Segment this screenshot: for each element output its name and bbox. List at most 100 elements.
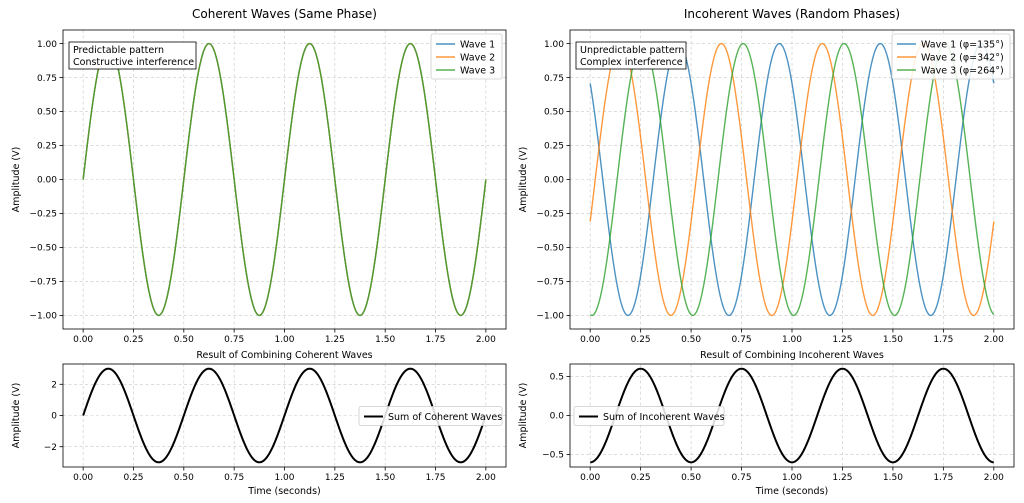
x-tick-label: 0.00 bbox=[73, 473, 93, 483]
x-tick-label: 0.75 bbox=[224, 473, 244, 483]
x-tick-label: 0.75 bbox=[732, 335, 752, 345]
x-tick-label: 1.50 bbox=[375, 335, 395, 345]
x-tick-label: 1.75 bbox=[425, 473, 445, 483]
series-line bbox=[82, 367, 487, 464]
y-tick-label: 0.00 bbox=[544, 176, 564, 186]
series-line bbox=[589, 42, 995, 317]
x-tick-label: 2.00 bbox=[476, 335, 496, 345]
chart-incoherent-sum: Result of Combining Incoherent Waves0.00… bbox=[518, 350, 1015, 497]
legend-entry: Wave 2 bbox=[460, 52, 495, 63]
x-tick-label: 2.00 bbox=[984, 473, 1004, 483]
annotation-text: Complex interference bbox=[580, 57, 683, 68]
legend-entry: Wave 1 bbox=[460, 39, 495, 50]
legend-entry: Wave 3 bbox=[460, 65, 495, 76]
x-tick-label: 1.25 bbox=[832, 335, 852, 345]
x-tick-label: 1.00 bbox=[782, 473, 802, 483]
x-tick-label: 2.00 bbox=[476, 473, 496, 483]
x-tick-label: 0.75 bbox=[732, 473, 752, 483]
y-tick-label: −0.5 bbox=[542, 451, 564, 461]
x-tick-label: 1.00 bbox=[274, 473, 294, 483]
y-tick-label: 0.25 bbox=[37, 142, 57, 152]
x-tick-label: 1.00 bbox=[274, 335, 294, 345]
x-tick-label: 1.25 bbox=[325, 335, 345, 345]
x-tick-label: 0.50 bbox=[174, 473, 194, 483]
x-tick-label: 0.00 bbox=[580, 335, 600, 345]
legend-frame bbox=[573, 406, 725, 426]
series-line bbox=[82, 42, 487, 317]
legend: Sum of Coherent Waves bbox=[358, 406, 503, 426]
y-tick-label: −0.75 bbox=[29, 278, 57, 288]
y-tick-label: −1.00 bbox=[29, 312, 57, 322]
y-tick-label: 2 bbox=[51, 380, 57, 390]
y-axis-label: Amplitude (V) bbox=[518, 147, 529, 213]
x-tick-label: 0.50 bbox=[174, 335, 194, 345]
legend-frame bbox=[358, 406, 503, 426]
y-tick-label: 0 bbox=[51, 412, 57, 422]
legend-frame bbox=[430, 33, 503, 80]
y-tick-label: −0.25 bbox=[29, 210, 57, 220]
x-tick-label: 0.00 bbox=[580, 473, 600, 483]
x-axis-label: Time (seconds) bbox=[755, 486, 829, 497]
annotation-text: Predictable pattern bbox=[73, 45, 164, 56]
x-axis-label: Time (seconds) bbox=[247, 486, 321, 497]
y-tick-label: 0.75 bbox=[544, 74, 564, 84]
y-tick-label: 0.25 bbox=[544, 142, 564, 152]
x-tick-label: 2.00 bbox=[984, 335, 1004, 345]
x-tick-label: 0.50 bbox=[681, 473, 701, 483]
legend: Wave 1 Wave 2 Wave 3 bbox=[430, 33, 503, 80]
annotation-frame bbox=[68, 41, 197, 70]
y-tick-label: 1.00 bbox=[37, 40, 57, 50]
legend-frame bbox=[891, 33, 1011, 80]
y-tick-label: 0.5 bbox=[550, 373, 564, 383]
chart-coherent-sum: Result of Combining Coherent Waves 0.00 0.… bbox=[11, 350, 507, 497]
legend: Sum of Incoherent Waves bbox=[573, 406, 725, 426]
x-tick-label: 0.25 bbox=[631, 335, 651, 345]
y-tick-label: 0.00 bbox=[37, 176, 57, 186]
y-axis-label: Amplitude (V) bbox=[11, 147, 22, 213]
annotation-text: Constructive interference bbox=[73, 57, 194, 68]
x-tick-label: 1.00 bbox=[782, 335, 802, 345]
series-line bbox=[589, 42, 995, 317]
chart-title: Result of Combining Incoherent Waves bbox=[700, 350, 884, 361]
y-tick-label: 0.0 bbox=[550, 412, 565, 422]
y-tick-label: 0.75 bbox=[37, 74, 57, 84]
y-tick-label: 0.50 bbox=[544, 108, 564, 118]
annotation-text: Unpredictable pattern bbox=[580, 45, 684, 56]
x-tick-label: 0.75 bbox=[224, 335, 244, 345]
legend-entry: Sum of Coherent Waves bbox=[388, 412, 502, 423]
chart-title: Incoherent Waves (Random Phases) bbox=[684, 7, 900, 21]
legend: Wave 1 (φ=135°) Wave 2 (φ=342°) Wave 3 (φ=… bbox=[891, 33, 1011, 80]
y-tick-label: −0.75 bbox=[536, 278, 564, 288]
x-tick-label: 0.25 bbox=[123, 473, 143, 483]
x-tick-label: 1.25 bbox=[832, 473, 852, 483]
x-tick-label: 1.75 bbox=[425, 335, 445, 345]
y-tick-label: 1.00 bbox=[544, 40, 564, 50]
x-tick-label: 1.75 bbox=[933, 473, 953, 483]
y-tick-label: −1.00 bbox=[536, 312, 564, 322]
chart-incoherent: Incoherent Waves (Random Phases) 0.00 0.25… bbox=[518, 7, 1015, 345]
y-axis-label: Amplitude (V) bbox=[11, 383, 22, 449]
annotation-frame bbox=[575, 41, 687, 70]
y-tick-label: −0.50 bbox=[536, 244, 564, 254]
series-line bbox=[589, 367, 995, 464]
y-axis-label: Amplitude (V) bbox=[518, 383, 529, 449]
legend-entry: Wave 1 (φ=135°) bbox=[921, 39, 1004, 50]
chart-coherent: Coherent Waves (Same Phase) 0.00 0.25 0.50 0… bbox=[11, 7, 507, 345]
x-tick-label: 1.75 bbox=[933, 335, 953, 345]
y-tick-label: −0.50 bbox=[29, 244, 57, 254]
legend-entry: Wave 2 (φ=342°) bbox=[921, 52, 1004, 63]
x-tick-label: 0.50 bbox=[681, 335, 701, 345]
x-tick-label: 1.50 bbox=[375, 473, 395, 483]
x-tick-label: 0.25 bbox=[631, 473, 651, 483]
x-tick-label: 0.25 bbox=[123, 335, 143, 345]
x-tick-label: 1.50 bbox=[883, 473, 903, 483]
y-tick-label: −2 bbox=[44, 443, 57, 453]
chart-title: Result of Combining Coherent Waves bbox=[196, 350, 372, 361]
x-tick-label: 0.00 bbox=[73, 335, 93, 345]
y-tick-label: −0.25 bbox=[536, 210, 564, 220]
chart-title: Coherent Waves (Same Phase) bbox=[192, 7, 377, 21]
legend-entry: Sum of Incoherent Waves bbox=[603, 412, 725, 423]
